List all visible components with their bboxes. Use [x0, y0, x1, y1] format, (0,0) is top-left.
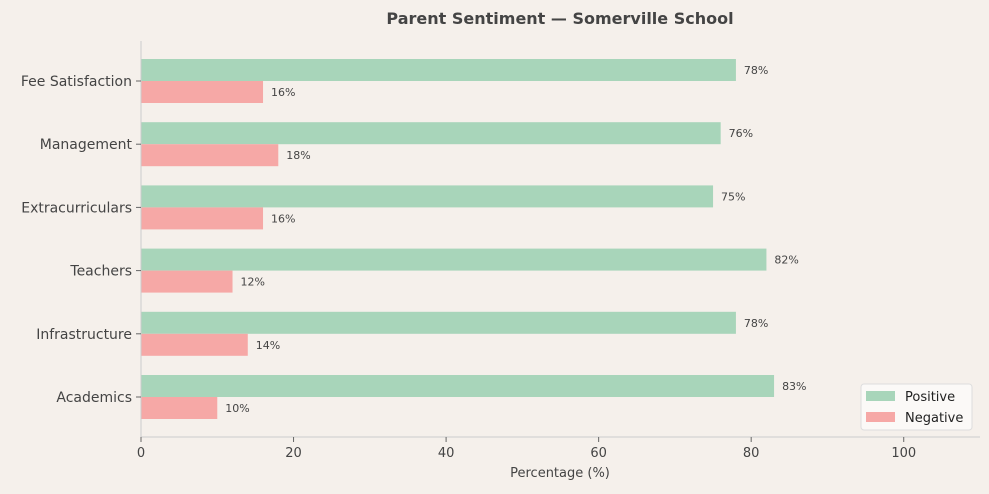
data-label: 78% — [744, 317, 768, 330]
x-axis-label: Percentage (%) — [510, 466, 610, 481]
x-tick-label: 60 — [590, 446, 607, 461]
legend-label-negative: Negative — [905, 411, 963, 426]
bar-negative — [141, 270, 233, 293]
data-label: 76% — [729, 127, 753, 140]
y-tick-label: Infrastructure — [36, 327, 132, 343]
data-label: 75% — [721, 190, 745, 203]
y-tick-label: Academics — [56, 390, 132, 406]
bar-negative — [141, 207, 264, 230]
bar-negative — [141, 144, 279, 167]
data-label: 16% — [271, 86, 295, 99]
data-label: 78% — [744, 64, 768, 77]
legend: Positive Negative — [860, 383, 973, 431]
legend-swatch-positive — [866, 391, 895, 401]
x-tick-label: 20 — [285, 446, 302, 461]
bar-negative — [141, 81, 264, 103]
bar-positive — [141, 311, 736, 334]
data-label: 14% — [256, 339, 280, 352]
x-tick-label: 0 — [137, 446, 145, 461]
bar-positive — [141, 59, 736, 81]
y-tick-label: Fee Satisfaction — [21, 74, 132, 90]
bar-negative — [141, 397, 218, 419]
bar-positive — [141, 248, 767, 271]
data-label: 18% — [286, 149, 310, 162]
bar-positive — [141, 375, 775, 397]
x-tick-label: 80 — [743, 446, 760, 461]
x-tick-label: 40 — [438, 446, 455, 461]
chart-title: Parent Sentiment — Somerville School — [386, 9, 733, 28]
x-tick-label: 100 — [891, 446, 916, 461]
data-label: 12% — [241, 276, 265, 289]
y-tick-label: Extracurriculars — [21, 200, 132, 216]
bar-positive — [141, 185, 714, 208]
data-label: 82% — [774, 254, 798, 267]
legend-swatch-negative — [866, 412, 895, 422]
y-tick-label: Teachers — [69, 264, 132, 280]
data-label: 83% — [782, 380, 806, 393]
bar-negative — [141, 333, 248, 356]
y-tick-label: Management — [40, 137, 133, 153]
legend-label-positive: Positive — [905, 390, 955, 405]
data-label: 10% — [225, 402, 249, 415]
bar-positive — [141, 122, 721, 145]
data-label: 16% — [271, 212, 295, 225]
